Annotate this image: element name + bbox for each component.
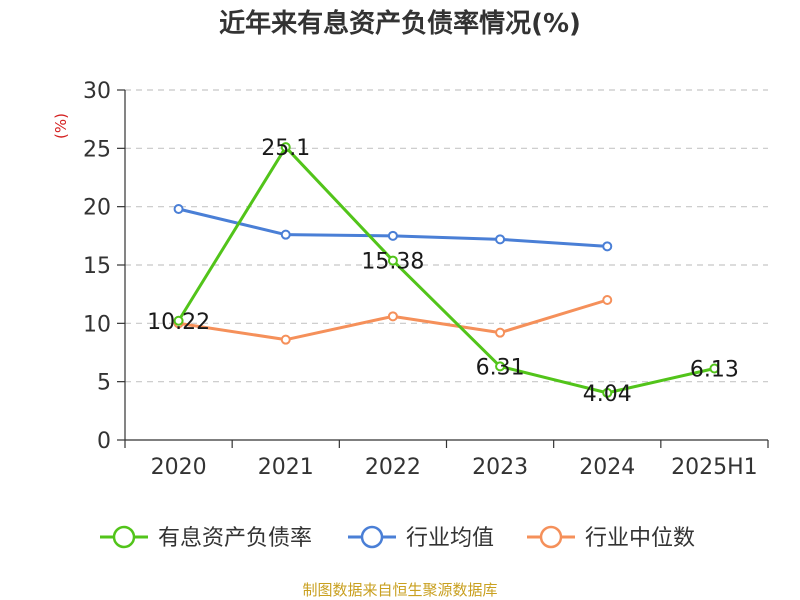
data-point — [387, 255, 398, 266]
data-point — [387, 311, 398, 322]
data-point — [495, 327, 506, 338]
data-point — [387, 230, 398, 241]
x-tick-label: 2021 — [258, 455, 314, 480]
data-point — [280, 334, 291, 345]
data-point — [602, 241, 613, 252]
y-tick-label: 10 — [83, 312, 111, 337]
x-tick-label: 2020 — [151, 455, 207, 480]
series-line — [177, 145, 715, 395]
x-tick-label: 2024 — [579, 455, 635, 480]
data-label: 6.31 — [476, 355, 525, 380]
x-tick-label: 2023 — [472, 455, 528, 480]
x-tick-label: 2025H1 — [671, 455, 758, 480]
y-tick-label: 5 — [97, 371, 111, 396]
data-point — [709, 363, 720, 374]
axes: 0 5 10 15 20 25 30 2020 2021 2022 2023 2024 2025H1 — [83, 79, 769, 480]
legend-swatch-marker — [539, 525, 563, 549]
y-tick-label: 20 — [83, 196, 111, 221]
legend-item: 有息资产负债率 — [100, 525, 312, 551]
y-axis-unit: (%) — [52, 113, 70, 139]
data-label: 4.04 — [583, 382, 632, 407]
grid-lines — [125, 89, 768, 383]
y-tick-label: 30 — [83, 79, 111, 104]
data-point — [173, 315, 184, 326]
data-label: 15.38 — [361, 250, 424, 275]
source-note: 制图数据来自恒生聚源数据库 — [302, 581, 497, 599]
data-point — [173, 204, 184, 214]
data-point — [602, 295, 613, 305]
legend-label: 行业均值 — [406, 526, 494, 551]
y-tick-label: 15 — [83, 254, 111, 279]
data-point — [602, 387, 613, 398]
legend-label: 行业中位数 — [585, 526, 695, 551]
data-point — [280, 229, 291, 240]
legend-label: 有息资产负债率 — [158, 526, 312, 551]
data-point — [280, 142, 291, 153]
x-tick-label: 2022 — [365, 455, 421, 480]
data-point — [495, 361, 506, 372]
legend-item: 行业中位数 — [527, 525, 695, 551]
legend-swatch-marker — [112, 525, 136, 549]
chart-title: 近年来有息资产负债率情况(%) — [219, 8, 581, 39]
data-labels: 10.22 25.1 15.38 6.31 4.04 6.13 — [147, 136, 739, 407]
data-label: 6.13 — [690, 357, 739, 382]
legend-item: 行业均值 — [348, 525, 494, 551]
legend: 有息资产负债率 行业均值 行业中位数 — [100, 525, 695, 551]
y-tick-label: 0 — [97, 429, 111, 454]
data-label: 10.22 — [147, 310, 210, 335]
data-point — [495, 234, 506, 245]
legend-swatch-marker — [360, 525, 384, 549]
series-lines — [173, 142, 720, 398]
data-label: 25.1 — [261, 136, 310, 161]
y-tick-label: 25 — [83, 137, 111, 162]
